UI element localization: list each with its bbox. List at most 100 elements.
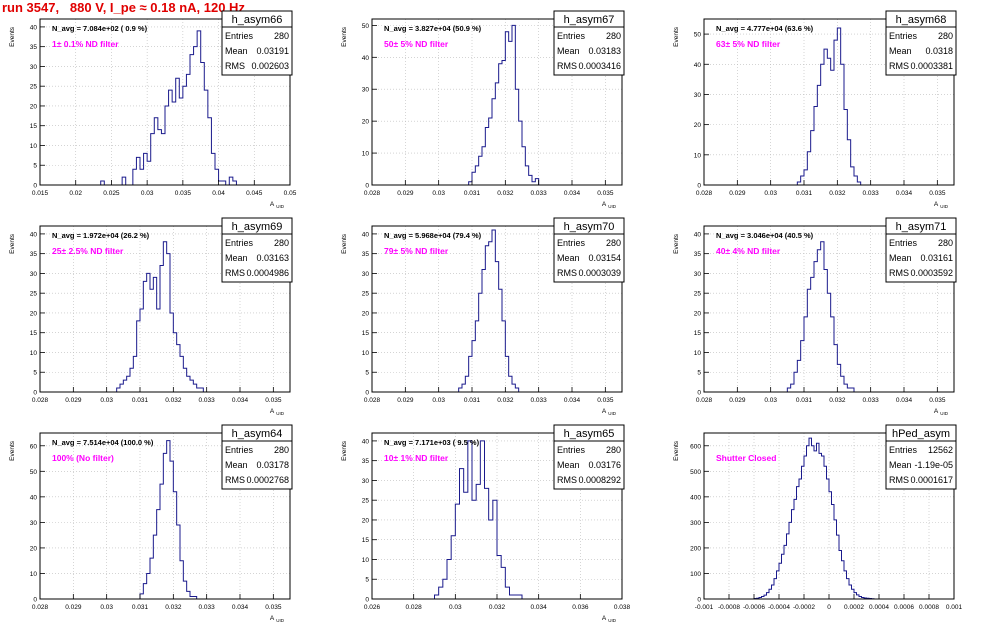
- x-tick-label: 0.033: [863, 190, 880, 197]
- histogram-outline: [786, 241, 855, 392]
- stat-value: 280: [274, 445, 289, 455]
- stat-value: 280: [938, 31, 953, 41]
- histogram-outline: [753, 437, 875, 600]
- y-tick-label: 10: [30, 143, 38, 150]
- y-tick-label: 50: [694, 32, 702, 39]
- filter-label: 25± 2.5% ND filter: [52, 246, 124, 256]
- navg-label: N_avg = 5.968e+04 (79.4 %): [384, 231, 482, 240]
- x-tick-label: 0.031: [796, 397, 813, 404]
- y-tick-label: 0: [365, 390, 369, 397]
- y-tick-label: 30: [362, 271, 370, 278]
- x-tick-label: 0.031: [796, 190, 813, 197]
- x-tick-label: 0.029: [729, 190, 746, 197]
- y-tick-label: 5: [365, 577, 369, 584]
- y-tick-label: 20: [362, 517, 370, 524]
- x-tick-label: -0.0004: [768, 604, 790, 611]
- y-axis-label: Events: [341, 440, 348, 461]
- x-tick-label: 0.03: [100, 604, 113, 611]
- stat-value: 0.0003039: [578, 268, 621, 278]
- histogram-panel-h_asym65: 0.026 0.028 0.03 0.032 0.034 0.036 0.038 0 5 10 15…: [341, 424, 631, 622]
- y-tick-label: 35: [30, 44, 38, 51]
- histogram-panel-hPed_asym: -0.001 -0.0008 -0.0006 -0.0004 -0.0002 0 0.000…: [673, 424, 963, 611]
- filter-label: 40± 4% ND filter: [716, 246, 781, 256]
- filter-label: 63± 5% ND filter: [716, 39, 781, 49]
- y-axis-label: Events: [341, 233, 348, 254]
- y-tick-label: 20: [694, 310, 702, 317]
- stat-value: -1.19e-05: [914, 460, 953, 470]
- histogram-panel-h_asym66: 0.015 0.02 0.025 0.03 0.035 0.04 0.045 0.05 0 5 10…: [9, 10, 297, 209]
- histogram-outline: [458, 229, 520, 392]
- y-tick-label: 10: [362, 350, 370, 357]
- y-axis-label: Events: [673, 26, 680, 47]
- histogram-panel-h_asym64: 0.028 0.029 0.03 0.031 0.032 0.033 0.034 0.035 0…: [9, 424, 293, 622]
- x-axis-label: A UID: [934, 201, 949, 209]
- stat-value: 0.03176: [588, 460, 621, 470]
- stat-label: Entries: [225, 31, 254, 41]
- y-tick-label: 25: [362, 498, 370, 505]
- histogram-name: h_asym70: [564, 221, 615, 233]
- y-tick-label: 0: [33, 597, 37, 604]
- histogram-name: h_asym64: [232, 428, 283, 440]
- y-tick-label: 50: [362, 23, 370, 30]
- y-tick-label: 40: [30, 24, 38, 31]
- stat-label: RMS: [889, 268, 909, 278]
- y-tick-label: 40: [30, 494, 38, 501]
- plot-frame: [371, 18, 623, 186]
- plot-frame: [39, 18, 291, 186]
- y-tick-label: 10: [362, 151, 370, 158]
- y-tick-label: 0: [33, 183, 37, 190]
- x-tick-label: 0.025: [103, 190, 120, 197]
- y-tick-label: 40: [694, 62, 702, 69]
- x-tick-label: 0.034: [896, 397, 913, 404]
- x-axis-label: A UID: [602, 615, 617, 622]
- y-tick-label: 200: [690, 545, 701, 552]
- x-tick-label: 0.035: [265, 397, 282, 404]
- histogram-outline: [468, 24, 540, 185]
- plot-frame: [703, 225, 955, 393]
- x-tick-label: 0.028: [32, 604, 49, 611]
- navg-label: N_avg = 4.777e+04 (63.6 %): [716, 24, 814, 33]
- x-tick-label: 0.028: [696, 190, 713, 197]
- x-tick-label: 0.029: [397, 190, 414, 197]
- stat-label: RMS: [225, 61, 245, 71]
- stat-value: 12562: [928, 445, 953, 455]
- y-tick-label: 15: [694, 330, 702, 337]
- plot-frame: [371, 225, 623, 393]
- filter-label: 1± 0.1% ND filter: [52, 39, 119, 49]
- y-tick-label: 20: [30, 310, 38, 317]
- stat-label: Entries: [225, 238, 254, 248]
- stat-value: 0.0003381: [910, 61, 953, 71]
- stat-label: Entries: [557, 31, 586, 41]
- x-tick-label: 0.034: [232, 604, 249, 611]
- x-tick-label: -0.001: [695, 604, 714, 611]
- x-tick-label: 0.033: [199, 604, 216, 611]
- stat-label: Mean: [557, 46, 580, 56]
- filter-label: 100% (No filter): [52, 453, 114, 463]
- stats-box: h_asym64 Entries 280 Mean 0.03178 RMS 0.000276…: [221, 424, 293, 490]
- y-tick-label: 10: [362, 557, 370, 564]
- x-tick-label: 0.028: [406, 604, 423, 611]
- x-tick-label: 0: [827, 604, 831, 611]
- x-axis-label: A UID: [934, 408, 949, 416]
- x-tick-label: 0.0008: [919, 604, 939, 611]
- stat-label: RMS: [557, 475, 577, 485]
- filter-label: 79± 5% ND filter: [384, 246, 449, 256]
- y-tick-label: 0: [365, 183, 369, 190]
- histogram-name: h_asym71: [896, 221, 947, 233]
- histogram-name: h_asym66: [232, 14, 283, 26]
- x-tick-label: 0.015: [32, 190, 49, 197]
- stats-box: h_asym65 Entries 280 Mean 0.03176 RMS 0.000829…: [553, 424, 625, 490]
- x-tick-label: 0.034: [896, 190, 913, 197]
- y-tick-label: 20: [30, 103, 38, 110]
- histogram-panel-h_asym71: 0.028 0.029 0.03 0.031 0.032 0.033 0.034 0.035 0…: [673, 217, 957, 416]
- stat-value: 0.03191: [256, 46, 289, 56]
- stat-label: Mean: [889, 460, 912, 470]
- x-tick-label: 0.03: [432, 397, 445, 404]
- y-tick-label: 400: [690, 494, 701, 501]
- navg-label: N_avg = 3.046e+04 (40.5 %): [716, 231, 814, 240]
- y-tick-label: 25: [694, 291, 702, 298]
- y-tick-label: 40: [694, 231, 702, 238]
- stat-label: RMS: [557, 268, 577, 278]
- histogram-name: hPed_asym: [892, 428, 950, 440]
- stat-value: 0.002603: [251, 61, 289, 71]
